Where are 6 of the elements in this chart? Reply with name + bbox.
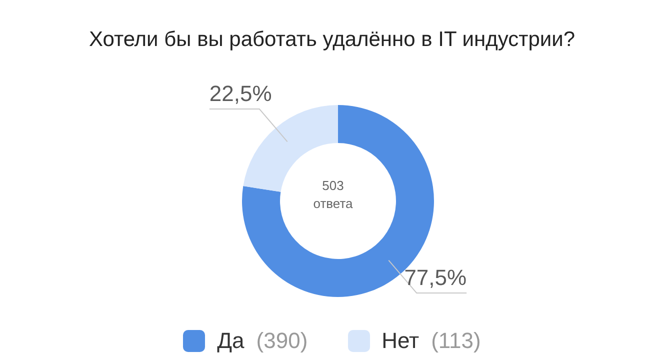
legend-label: Нет (113)	[382, 328, 481, 354]
data-label: 22,5%	[209, 80, 272, 106]
chart-title: Хотели бы вы работать удалённо в IT индустрии?	[88, 28, 576, 53]
legend-label: Да (390)	[217, 328, 308, 354]
data-label: 77,5%	[404, 265, 467, 290]
text: 503 ответа	[313, 178, 354, 211]
